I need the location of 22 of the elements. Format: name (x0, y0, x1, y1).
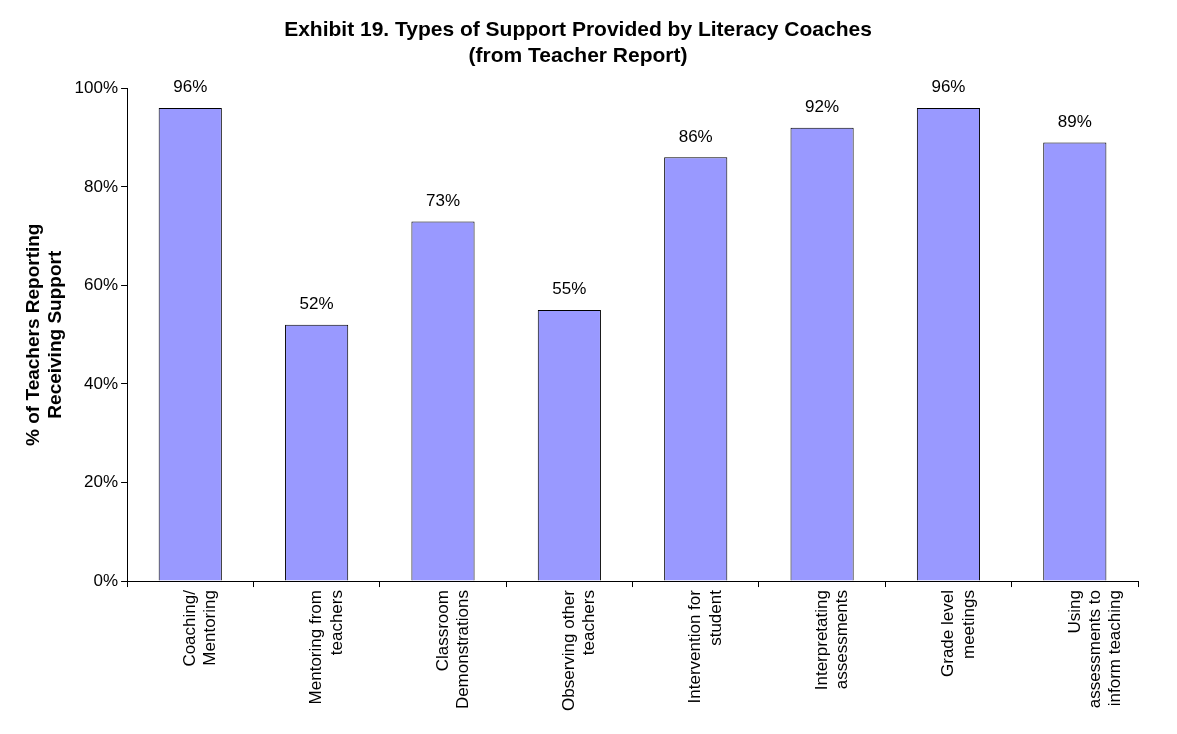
x-tick-label: Intervention for student (685, 589, 725, 704)
y-tick-label: 100% (74, 78, 119, 98)
data-label: 52% (299, 294, 334, 314)
data-label: 89% (1057, 111, 1092, 131)
y-tick-label: 0% (93, 570, 119, 590)
data-label: 86% (678, 126, 713, 146)
y-tick-label: 40% (84, 373, 119, 393)
y-axis-title: % of Teachers Reporting Receiving Support (21, 223, 66, 446)
y-tick-label: 60% (84, 275, 119, 295)
x-tick-label: Mentoring from teachers (306, 590, 346, 705)
data-label: 96% (931, 77, 966, 97)
data-label: 55% (552, 279, 587, 299)
x-tick-label: Coaching/ Mentoring (179, 589, 220, 667)
data-label: 92% (805, 97, 840, 116)
y-tick-label: 20% (84, 472, 119, 492)
x-tick-label: Grade level meetings (938, 590, 978, 677)
x-tick-label: Interpretating assessments (811, 590, 852, 691)
data-label: 96% (173, 77, 208, 97)
data-label: 73% (425, 190, 461, 210)
y-tick-label: 80% (84, 176, 119, 196)
chart-title: Exhibit 19. Types of Support Provided by Literacy Coaches (from Teacher Report) (284, 17, 872, 66)
x-tick-label: Observing other teachers (559, 589, 599, 711)
